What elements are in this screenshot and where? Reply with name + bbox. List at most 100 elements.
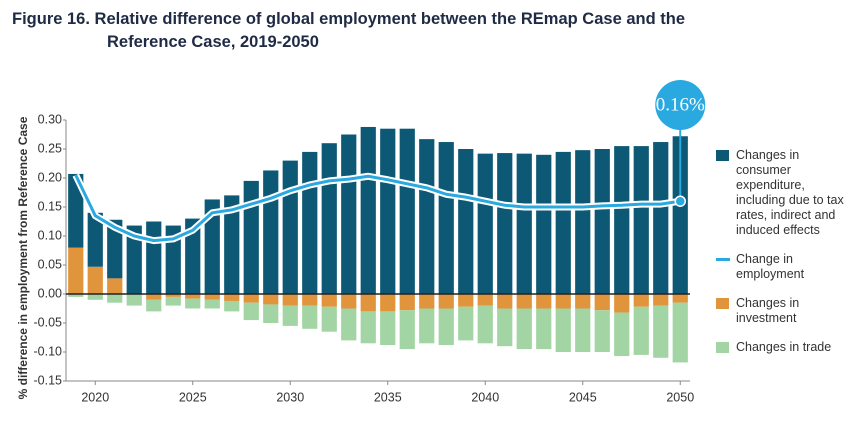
bar [633, 306, 649, 355]
bar [419, 308, 435, 344]
bar [165, 296, 181, 306]
y-tick-label: 0.10 [38, 228, 62, 242]
legend-swatch [716, 342, 729, 353]
bar [360, 311, 376, 344]
bar [341, 294, 357, 309]
bar [438, 294, 454, 309]
bar [575, 294, 591, 309]
bar [399, 310, 415, 350]
y-tick-label: -0.05 [34, 315, 63, 329]
bar [282, 305, 298, 326]
bar [204, 299, 220, 309]
bar [458, 149, 474, 294]
bar [438, 308, 454, 346]
bar [243, 294, 259, 303]
legend-label: Changes in trade [736, 340, 832, 354]
bar [68, 294, 84, 297]
bar [302, 151, 318, 294]
y-tick-label: 0.20 [38, 170, 62, 184]
bar [380, 311, 396, 346]
bar [575, 150, 591, 294]
legend-label: Change in employment [736, 252, 805, 281]
bar [68, 247, 84, 294]
point [674, 195, 686, 207]
bar [302, 294, 318, 306]
callout-bubble [655, 80, 706, 130]
bar [321, 143, 337, 294]
bar [185, 298, 201, 309]
bar [594, 149, 610, 294]
bar [399, 128, 415, 294]
x-tick-label: 2045 [569, 390, 597, 404]
bar [68, 173, 84, 248]
bar [633, 146, 649, 294]
bar [672, 294, 688, 303]
bar [321, 294, 337, 307]
bar [614, 312, 630, 357]
bar [126, 225, 142, 294]
bar [653, 305, 669, 358]
y-tick-label: 0.30 [38, 112, 62, 126]
bar [633, 294, 649, 307]
bar [224, 294, 240, 301]
bar [419, 294, 435, 309]
bar [594, 294, 610, 311]
legend-swatch [716, 258, 730, 261]
bar [458, 294, 474, 307]
bar [146, 294, 162, 300]
bar [107, 294, 123, 303]
legend-label: Changes in investment [736, 296, 800, 325]
bar [477, 153, 493, 294]
bar [263, 170, 279, 294]
bar [243, 302, 259, 321]
bar [614, 294, 630, 313]
bar [536, 308, 552, 350]
data-label: 0.16% [656, 94, 705, 115]
bar [536, 294, 552, 309]
y-axis-label: % difference in employment from Referenc… [16, 116, 30, 399]
y-tick-label: -0.10 [34, 344, 63, 358]
bar [126, 294, 142, 306]
chart-title: Figure 16. Relative difference of global… [12, 10, 685, 51]
y-tick-label: -0.15 [34, 373, 63, 387]
bar [243, 180, 259, 294]
y-tick-label: 0.05 [38, 257, 62, 271]
y-tick-label: 0.15 [38, 199, 62, 213]
bar [516, 308, 532, 350]
y-tick-label: 0.25 [38, 141, 62, 155]
bar [360, 126, 376, 295]
bar [107, 219, 123, 279]
bar [204, 199, 220, 294]
bar [536, 154, 552, 294]
x-tick-label: 2035 [374, 390, 402, 404]
bar [165, 294, 181, 297]
legend-label: Changes in consumer expenditure, includi… [736, 148, 844, 237]
bar [87, 266, 103, 294]
bar [653, 142, 669, 294]
legend-swatch [716, 298, 729, 309]
bar [399, 294, 415, 311]
bar [555, 151, 571, 294]
bar [321, 306, 337, 332]
bar [360, 294, 376, 312]
legend-item: Changes in consumer expenditure, includi… [716, 148, 856, 238]
x-tick-label: 2030 [276, 390, 304, 404]
bar [380, 128, 396, 294]
bar [87, 212, 103, 267]
bar [263, 304, 279, 323]
bar [555, 294, 571, 309]
bar [497, 153, 513, 294]
bar [341, 308, 357, 341]
x-tick-label: 2020 [81, 390, 109, 404]
bar [263, 294, 279, 305]
bar [516, 153, 532, 294]
bar [341, 134, 357, 294]
bar [185, 294, 201, 299]
legend-item: Changes in trade [716, 340, 856, 355]
bar [672, 136, 688, 294]
y-tick-label: 0.00 [38, 286, 62, 300]
bar [224, 300, 240, 312]
bar [672, 302, 688, 363]
